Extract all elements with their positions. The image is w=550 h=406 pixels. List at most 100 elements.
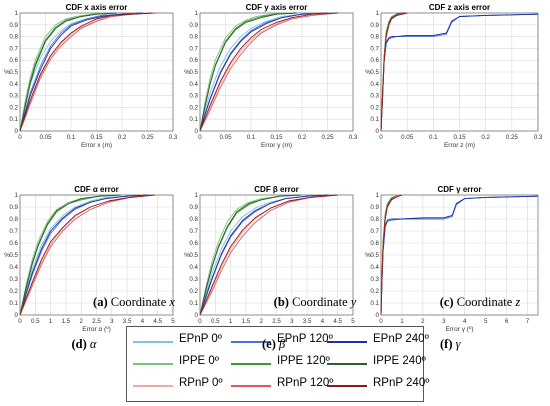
x-tick-label: 5	[484, 318, 488, 325]
y-tick-label: 0.2	[9, 104, 18, 111]
legend-entry: IPPE 240º	[127, 355, 426, 371]
caption-letter: (f)	[440, 337, 453, 351]
axes-frame	[199, 12, 354, 132]
x-tick-label: 3.5	[123, 318, 132, 325]
y-tick-label: 0.1	[189, 300, 198, 307]
y-tick-label: 0.7	[189, 228, 198, 235]
x-tick-label: 1	[49, 318, 53, 325]
x-tick-label: 2	[421, 318, 425, 325]
x-tick-label: 0	[379, 134, 383, 141]
y-tick-label: 0.5	[370, 252, 379, 259]
y-tick-label: 0.7	[370, 45, 379, 52]
axes-frame	[199, 194, 354, 316]
legend-swatch	[133, 385, 173, 387]
axes-frame	[380, 12, 539, 132]
x-tick-label: 3	[442, 318, 446, 325]
y-axis-label: %	[365, 69, 371, 76]
x-axis-label: Error γ (º)	[445, 326, 473, 333]
caption-letter: (c)	[439, 295, 454, 309]
legend-entry: EPnP 120º	[127, 333, 423, 349]
legend-label: IPPE 240º	[373, 355, 426, 367]
x-tick-label: 0.25	[321, 134, 334, 141]
y-tick-label: 0.9	[9, 22, 18, 29]
chart-title: CDF x axis error	[66, 3, 128, 12]
y-tick-label: 0.3	[9, 93, 18, 100]
caption-var: x	[169, 295, 175, 309]
caption-c: (c) Coordinate z	[400, 295, 550, 310]
x-tick-label: 0.05	[219, 134, 232, 141]
y-tick-label: 1	[195, 10, 199, 17]
caption-f: (f) γ	[440, 337, 461, 352]
y-tick-label: 0.2	[189, 104, 198, 111]
y-tick-label: 0.6	[9, 57, 18, 64]
x-tick-label: 0.1	[67, 134, 76, 141]
series-line-rpnp-240	[380, 194, 403, 316]
series-line-rpnp-240	[199, 194, 338, 316]
y-axis-label: %	[4, 252, 10, 259]
x-axis-label: Error α (º)	[82, 326, 111, 333]
y-tick-label: 0.4	[370, 81, 379, 88]
x-tick-label: 0.15	[270, 134, 283, 141]
series-line-ippe-240	[199, 194, 302, 316]
y-tick-label: 0.9	[189, 204, 198, 211]
x-tick-label: 0.2	[481, 134, 490, 141]
x-tick-label: 0.25	[141, 134, 154, 141]
y-tick-label: 0.2	[189, 288, 198, 295]
legend-entry: IPPE 120º	[127, 355, 423, 371]
y-tick-label: 0.5	[9, 252, 18, 259]
series-line-rpnp-240	[19, 194, 155, 316]
legend-entry: RPnP 240º	[127, 377, 429, 393]
legend-swatch	[327, 363, 367, 365]
caption-text: Coordinate	[110, 295, 167, 309]
y-tick-label: 0	[15, 312, 19, 319]
series-line-rpnp-240	[199, 12, 338, 132]
legend-swatch	[231, 341, 271, 343]
y-tick-label: 0.8	[9, 34, 18, 41]
x-tick-label: 2.5	[272, 318, 281, 325]
series-line-ippe-240	[199, 12, 297, 132]
series-line-ippe-240	[19, 194, 122, 316]
series-line-epnp-120	[19, 12, 143, 132]
y-tick-label: 0.6	[189, 57, 198, 64]
x-tick-label: 4	[321, 318, 325, 325]
x-tick-label: 4	[463, 318, 467, 325]
x-tick-label: 5	[351, 318, 355, 325]
y-tick-label: 0.1	[189, 116, 198, 123]
caption-text: Coordinate	[456, 295, 513, 309]
x-tick-label: 0.3	[534, 134, 543, 141]
y-tick-label: 0.7	[370, 228, 379, 235]
y-tick-label: 0.9	[370, 204, 379, 211]
y-tick-label: 0.4	[9, 264, 18, 271]
x-tick-label: 1	[400, 318, 404, 325]
legend-label: EPnP 120º	[277, 333, 333, 345]
y-tick-label: 0.4	[189, 264, 198, 271]
caption-var: α	[89, 337, 97, 351]
y-tick-label: 0.2	[9, 288, 18, 295]
y-tick-label: 0.3	[189, 93, 198, 100]
series-line-ippe-0	[199, 194, 298, 316]
y-tick-label: 0.9	[370, 22, 379, 29]
x-tick-label: 0.5	[31, 318, 40, 325]
y-axis-label: %	[184, 69, 190, 76]
x-tick-label: 0.5	[211, 318, 220, 325]
y-tick-label: 1	[376, 10, 380, 17]
x-tick-label: 0.2	[298, 134, 307, 141]
legend-label: RPnP 0º	[179, 377, 223, 389]
legend-swatch	[133, 363, 173, 365]
y-tick-label: 0.9	[189, 22, 198, 29]
y-tick-label: 0.4	[370, 264, 379, 271]
y-tick-label: 0.5	[189, 252, 198, 259]
y-tick-label: 0.8	[189, 216, 198, 223]
legend-entry: EPnP 0º	[127, 333, 423, 349]
y-tick-label: 0.7	[9, 45, 18, 52]
x-tick-label: 2	[259, 318, 263, 325]
legend-label: EPnP 240º	[373, 333, 429, 345]
y-tick-label: 0.2	[370, 288, 379, 295]
y-tick-label: 0.3	[189, 276, 198, 283]
y-tick-label: 0.7	[9, 228, 18, 235]
y-tick-label: 0	[376, 312, 380, 319]
legend-label: RPnP 120º	[277, 377, 334, 389]
series-line-epnp-0	[199, 12, 328, 132]
legend-entry: RPnP 120º	[127, 377, 423, 393]
